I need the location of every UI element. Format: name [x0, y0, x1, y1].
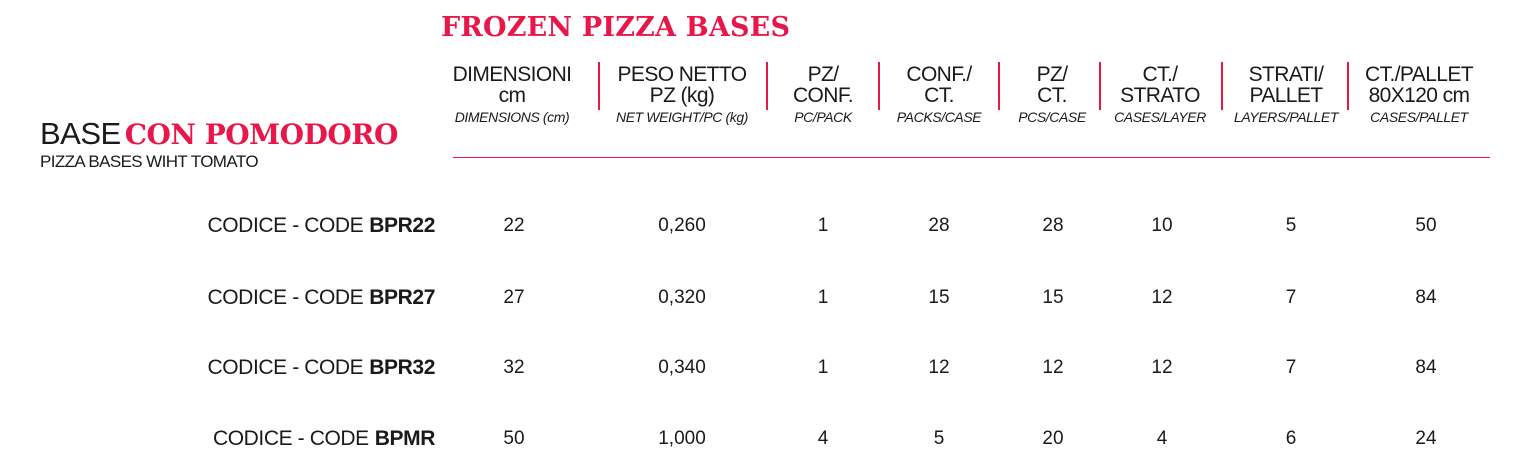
column-header-unit: STRATO	[1120, 84, 1200, 107]
cell-packs-case: 15	[928, 287, 950, 308]
column-divider	[1347, 62, 1349, 110]
column-header-english: PC/PACK	[794, 109, 852, 125]
column-divider	[1099, 62, 1101, 110]
row-code: CODICE - CODE BPMR	[213, 427, 435, 451]
column-header-cases-pallet: CT./PALLET 80X120 cm CASES/PALLET	[1349, 64, 1489, 125]
table-row: CODICE - CODE BPR27 27 0,320 1 15 15 12 7…	[0, 286, 1522, 316]
product-title-highlight: CON POMODORO	[124, 118, 399, 151]
cell-cases-pallet: 84	[1415, 357, 1437, 378]
cell-layers-pallet: 5	[1285, 215, 1297, 236]
cell-packs-case: 12	[928, 357, 950, 378]
table-row: CODICE - CODE BPMR 50 1,000 4 5 20 4 6 24	[0, 427, 1522, 457]
column-divider	[878, 62, 880, 110]
column-header-unit: CT.	[1037, 84, 1067, 107]
column-divider	[766, 62, 768, 110]
column-header-english: CASES/LAYER	[1114, 109, 1206, 125]
cell-pc-pack: 1	[817, 287, 829, 308]
column-header-label: PESO NETTO	[617, 63, 748, 86]
cell-dimensions: 50	[503, 428, 525, 449]
cell-layers-pallet: 7	[1285, 287, 1297, 308]
row-code: CODICE - CODE BPR27	[207, 286, 435, 310]
cell-dimensions: 27	[503, 287, 525, 308]
column-header-unit: CONF.	[792, 84, 854, 107]
cell-pcs-case: 15	[1042, 287, 1064, 308]
page-title: FROZEN PIZZA BASES	[441, 12, 791, 43]
row-code: CODICE - CODE BPR32	[207, 356, 435, 380]
column-divider	[998, 62, 1000, 110]
column-header-english: DIMENSIONS (cm)	[454, 109, 570, 125]
column-header-unit: CT.	[924, 84, 954, 107]
cell-cases-pallet: 50	[1415, 215, 1437, 236]
table-row: CODICE - CODE BPR32 32 0,340 1 12 12 12 7…	[0, 356, 1522, 386]
column-header-label: CONF./	[906, 63, 972, 86]
table-row: CODICE - CODE BPR22 22 0,260 1 28 28 10 5…	[0, 214, 1522, 244]
cell-net-weight: 0,340	[658, 357, 706, 378]
code-value: BPR22	[369, 214, 435, 237]
code-label: CODICE - CODE	[207, 214, 364, 237]
cell-net-weight: 0,320	[658, 287, 706, 308]
column-header-label: PZ/	[1036, 63, 1068, 86]
column-header-unit: cm	[498, 84, 526, 107]
cell-layers-pallet: 6	[1285, 428, 1297, 449]
column-header-cases-layer: CT./ STRATO CASES/LAYER	[1090, 64, 1230, 125]
column-header-unit: PALLET	[1249, 84, 1323, 107]
column-header-label: STRATI/	[1248, 63, 1324, 86]
cell-dimensions: 22	[503, 215, 525, 236]
cell-pcs-case: 20	[1042, 428, 1064, 449]
cell-cases-pallet: 84	[1415, 287, 1437, 308]
column-header-label: CT./PALLET	[1365, 63, 1474, 86]
column-divider	[1221, 62, 1223, 110]
cell-pcs-case: 12	[1042, 357, 1064, 378]
cell-pcs-case: 28	[1042, 215, 1064, 236]
cell-cases-pallet: 24	[1415, 428, 1437, 449]
cell-pc-pack: 4	[817, 428, 829, 449]
column-header-english: LAYERS/PALLET	[1234, 109, 1338, 125]
column-header-unit: PZ (kg)	[649, 84, 715, 107]
row-code: CODICE - CODE BPR22	[207, 214, 435, 238]
code-label: CODICE - CODE	[207, 286, 364, 309]
column-header-label: PZ/	[807, 63, 839, 86]
column-header-english: PACKS/CASE	[896, 109, 982, 125]
code-label: CODICE - CODE	[207, 356, 364, 379]
product-heading: BASE CON POMODORO PIZZA BASES WIHT TOMATO	[40, 116, 398, 171]
cell-cases-layer: 12	[1151, 287, 1173, 308]
column-header-net-weight: PESO NETTO PZ (kg) NET WEIGHT/PC (kg)	[612, 64, 752, 125]
cell-net-weight: 1,000	[658, 428, 706, 449]
code-label: CODICE - CODE	[212, 427, 369, 450]
column-header-label: CT./	[1142, 63, 1179, 86]
column-header-english: CASES/PALLET	[1370, 109, 1468, 125]
column-header-label: DIMENSIONI	[452, 63, 572, 86]
product-subtitle: PIZZA BASES WIHT TOMATO	[40, 152, 259, 171]
cell-cases-layer: 4	[1156, 428, 1168, 449]
column-header-unit: 80X120 cm	[1368, 84, 1470, 107]
code-value: BPR27	[369, 286, 435, 309]
cell-pc-pack: 1	[817, 215, 829, 236]
column-header-pcs-case: PZ/ CT. PCS/CASE	[982, 64, 1122, 125]
cell-dimensions: 32	[503, 357, 525, 378]
code-value: BPR32	[369, 356, 435, 379]
cell-packs-case: 5	[933, 428, 945, 449]
column-header-english: PCS/CASE	[1018, 109, 1086, 125]
cell-net-weight: 0,260	[658, 215, 706, 236]
product-title: BASE CON POMODORO	[40, 116, 398, 153]
cell-pc-pack: 1	[817, 357, 829, 378]
cell-cases-layer: 10	[1151, 215, 1173, 236]
column-header-layers-pallet: STRATI/ PALLET LAYERS/PALLET	[1216, 64, 1356, 125]
cell-cases-layer: 12	[1151, 357, 1173, 378]
header-underline	[453, 157, 1490, 158]
cell-layers-pallet: 7	[1285, 357, 1297, 378]
column-header-dimensions: DIMENSIONI cm DIMENSIONS (cm)	[442, 64, 582, 125]
cell-packs-case: 28	[928, 215, 950, 236]
product-title-prefix: BASE	[40, 116, 121, 151]
column-header-english: NET WEIGHT/PC (kg)	[615, 109, 749, 125]
column-divider	[598, 62, 600, 110]
code-value: BPMR	[374, 427, 436, 450]
column-header-packs-case: CONF./ CT. PACKS/CASE	[869, 64, 1009, 125]
column-header-pc-pack: PZ/ CONF. PC/PACK	[753, 64, 893, 125]
